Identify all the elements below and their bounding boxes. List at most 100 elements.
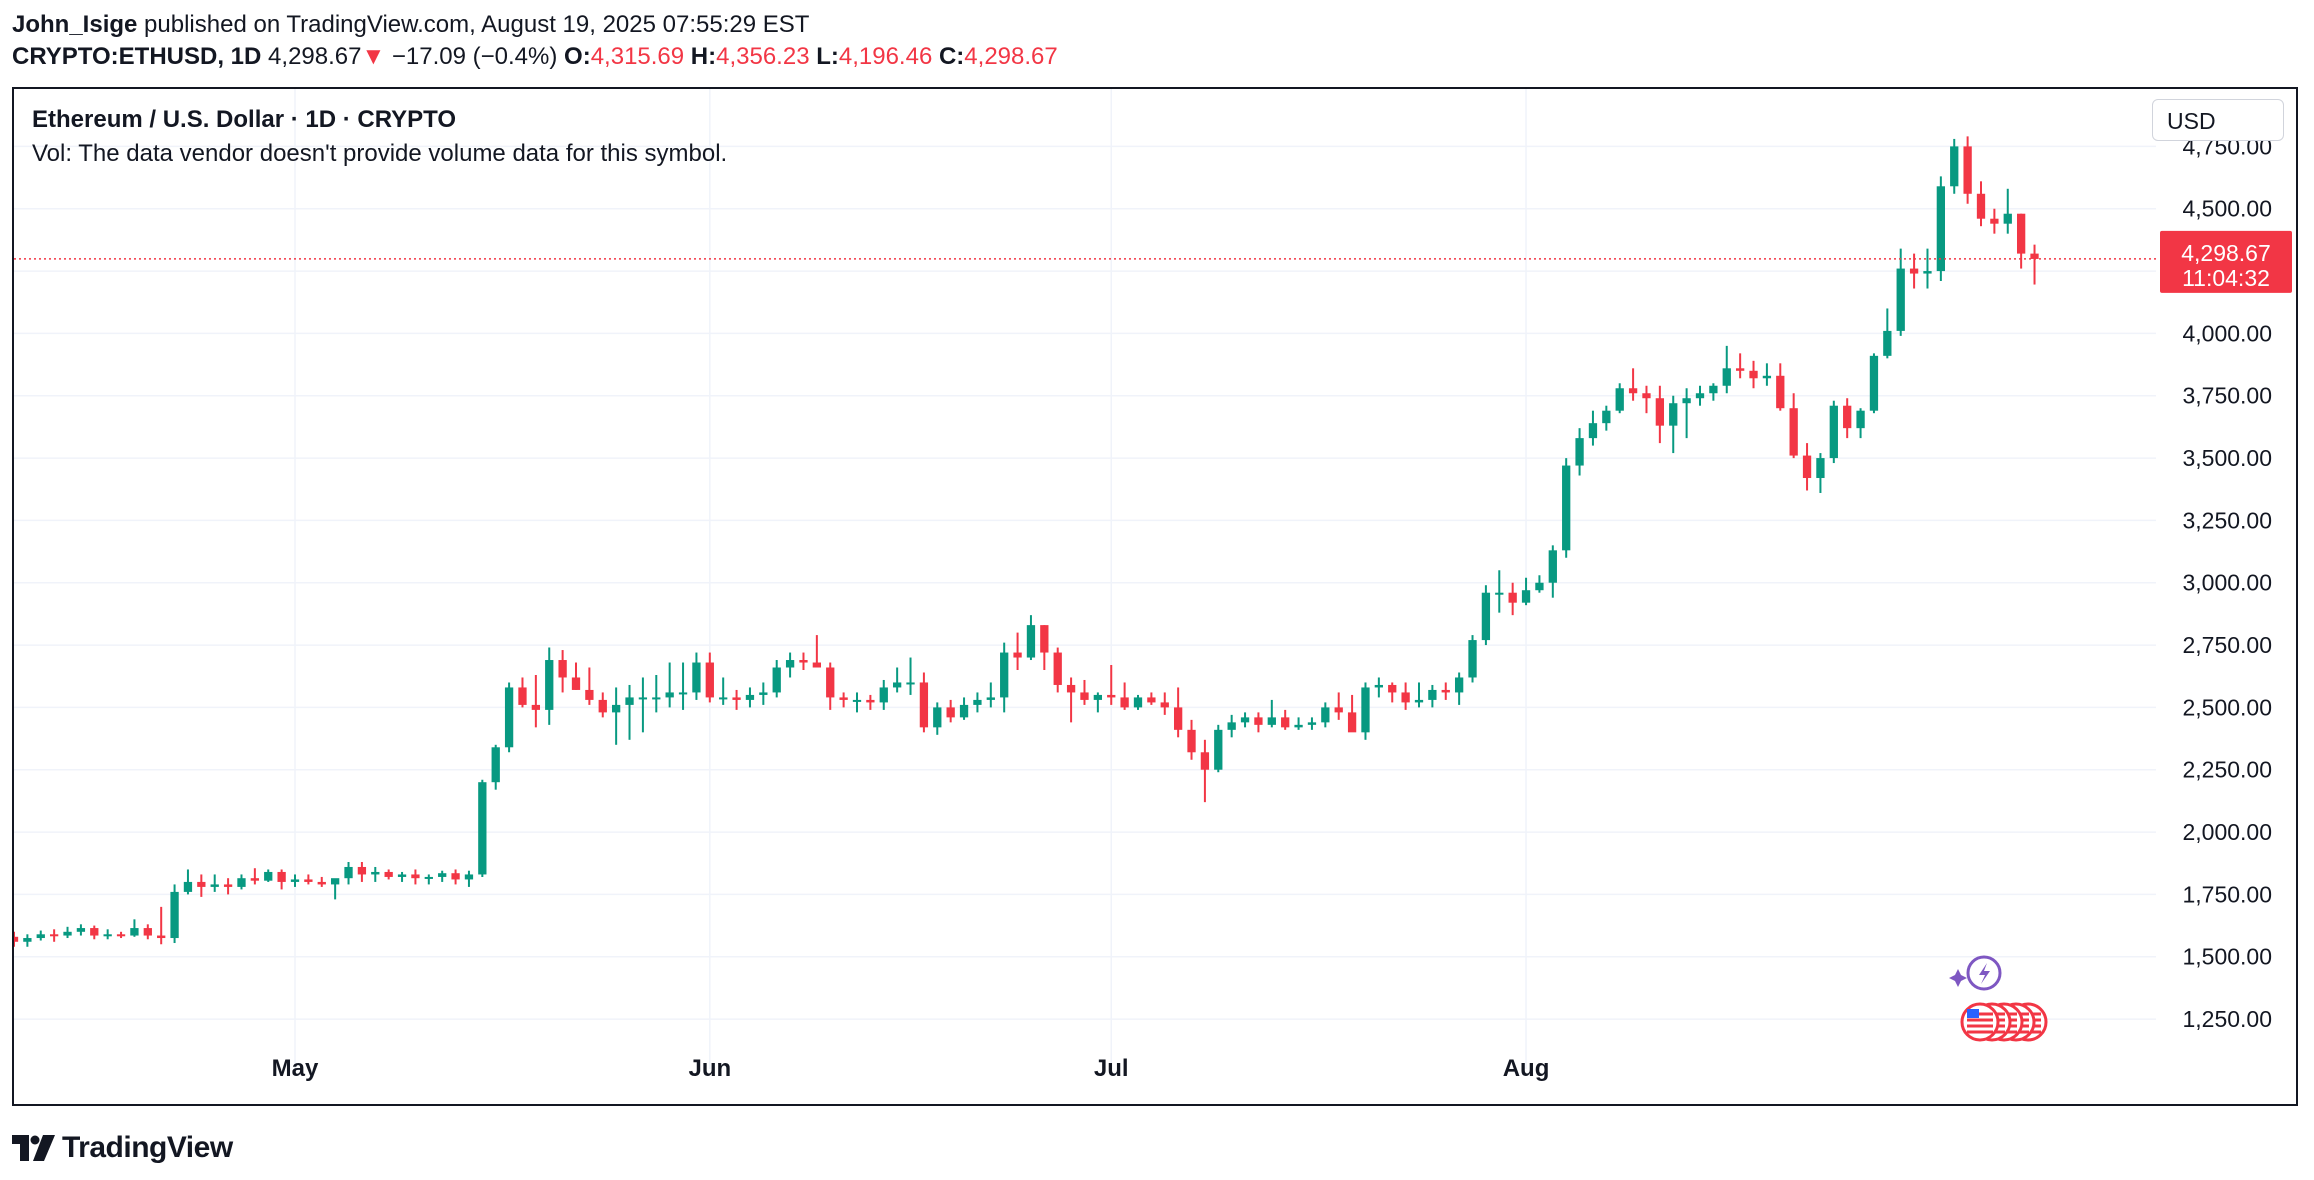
candle-body[interactable] <box>1428 689 1437 700</box>
candle-body[interactable] <box>1950 146 1959 187</box>
candle-body[interactable] <box>1026 625 1036 658</box>
candle-body[interactable] <box>317 881 326 885</box>
candle-body[interactable] <box>250 878 260 881</box>
candle-body[interactable] <box>1468 640 1477 678</box>
candle-body[interactable] <box>1481 592 1491 641</box>
candle-body[interactable] <box>652 697 661 700</box>
candle-body[interactable] <box>759 692 768 695</box>
candle-body[interactable] <box>1588 423 1598 439</box>
candle-body[interactable] <box>906 682 915 685</box>
candle-body[interactable] <box>1695 393 1705 399</box>
candle-body[interactable] <box>504 687 514 748</box>
candle-body[interactable] <box>183 881 193 892</box>
candle-body[interactable] <box>491 747 500 783</box>
candle-body[interactable] <box>1535 582 1544 591</box>
candle-body[interactable] <box>585 689 594 700</box>
candle-body[interactable] <box>478 782 487 875</box>
candle-body[interactable] <box>277 871 286 882</box>
candle-body[interactable] <box>1307 722 1317 725</box>
candle-body[interactable] <box>223 884 233 887</box>
candle-body[interactable] <box>1281 717 1290 728</box>
candle-body[interactable] <box>638 697 648 700</box>
candle-body[interactable] <box>1976 193 1986 219</box>
candle-body[interactable] <box>692 662 701 693</box>
author-name[interactable]: John_Isige <box>12 11 138 38</box>
candle-body[interactable] <box>451 873 460 880</box>
candle-body[interactable] <box>1147 697 1156 703</box>
candle-body[interactable] <box>919 682 929 728</box>
candle-body[interactable] <box>1776 375 1785 409</box>
candle-body[interactable] <box>1401 692 1410 703</box>
candle-body[interactable] <box>732 697 741 700</box>
candle-body[interactable] <box>63 931 72 936</box>
candle-body[interactable] <box>197 881 206 887</box>
candle-body[interactable] <box>785 660 795 668</box>
candle-body[interactable] <box>892 682 902 688</box>
candle-body[interactable] <box>330 878 340 885</box>
candle-body[interactable] <box>1040 625 1049 653</box>
candle-body[interactable] <box>1200 752 1210 770</box>
candle-body[interactable] <box>23 938 32 942</box>
currency-button[interactable]: USD <box>2152 99 2284 141</box>
candle-body[interactable] <box>959 704 969 718</box>
candle-body[interactable] <box>344 866 353 879</box>
candle-body[interactable] <box>2030 253 2039 259</box>
candle-body[interactable] <box>1000 652 1009 698</box>
candle-body[interactable] <box>1990 218 1999 224</box>
candle-body[interactable] <box>1936 186 1946 272</box>
candle-body[interactable] <box>625 697 634 705</box>
candle-body[interactable] <box>1066 684 1076 693</box>
candle-body[interactable] <box>705 662 714 698</box>
candle-body[interactable] <box>839 697 848 700</box>
candle-body[interactable] <box>946 707 955 718</box>
candle-body[interactable] <box>1615 388 1624 411</box>
candle-body[interactable] <box>852 699 862 702</box>
candle-body[interactable] <box>1120 697 1129 708</box>
candle-body[interactable] <box>611 704 621 713</box>
candle-body[interactable] <box>371 871 380 875</box>
candle-body[interactable] <box>1789 408 1798 456</box>
candle-body[interactable] <box>879 687 888 703</box>
candle-body[interactable] <box>719 697 728 700</box>
candle-body[interactable] <box>812 662 822 668</box>
candle-body[interactable] <box>464 874 474 880</box>
candle-body[interactable] <box>237 878 246 887</box>
candle-body[interactable] <box>1321 707 1330 723</box>
candle-body[interactable] <box>130 928 139 936</box>
candle-body[interactable] <box>1722 368 1731 386</box>
candle-body[interactable] <box>1133 697 1143 708</box>
candle-body[interactable] <box>1628 388 1638 394</box>
candle-body[interactable] <box>1093 694 1103 700</box>
candle-body[interactable] <box>290 879 300 882</box>
candle-body[interactable] <box>1602 410 1611 424</box>
candle-body[interactable] <box>76 928 86 932</box>
candle-body[interactable] <box>986 697 995 700</box>
candle-body[interactable] <box>531 704 541 710</box>
candle-body[interactable] <box>2003 213 2012 224</box>
candle-body[interactable] <box>304 879 313 882</box>
candle-body[interactable] <box>424 876 433 879</box>
chart-panel[interactable]: 1,250.00 1,500.00 1,750.00 2,000.00 2,250.00… <box>12 87 2298 1106</box>
candle-body[interactable] <box>1562 465 1571 551</box>
candle-body[interactable] <box>1454 677 1464 693</box>
candle-body[interactable] <box>1107 694 1116 698</box>
candle-body[interactable] <box>1869 355 1879 411</box>
candle-body[interactable] <box>1735 368 1745 371</box>
candle-body[interactable] <box>157 935 166 939</box>
candle-body[interactable] <box>545 660 554 710</box>
candle-body[interactable] <box>1802 455 1812 479</box>
candle-body[interactable] <box>973 699 982 705</box>
candle-body[interactable] <box>558 660 567 678</box>
candle-body[interactable] <box>1361 687 1370 733</box>
candle-body[interactable] <box>1374 684 1384 688</box>
candle-body[interactable] <box>598 699 607 713</box>
candle-body[interactable] <box>1187 729 1196 753</box>
candle-body[interactable] <box>1254 717 1263 725</box>
candle-body[interactable] <box>1548 550 1557 583</box>
candle-body[interactable] <box>1294 724 1303 728</box>
candle-body[interactable] <box>210 884 219 887</box>
candle-body[interactable] <box>518 687 527 705</box>
candle-body[interactable] <box>1240 717 1250 723</box>
candle-body[interactable] <box>1347 712 1357 733</box>
candle-body[interactable] <box>1669 403 1678 426</box>
